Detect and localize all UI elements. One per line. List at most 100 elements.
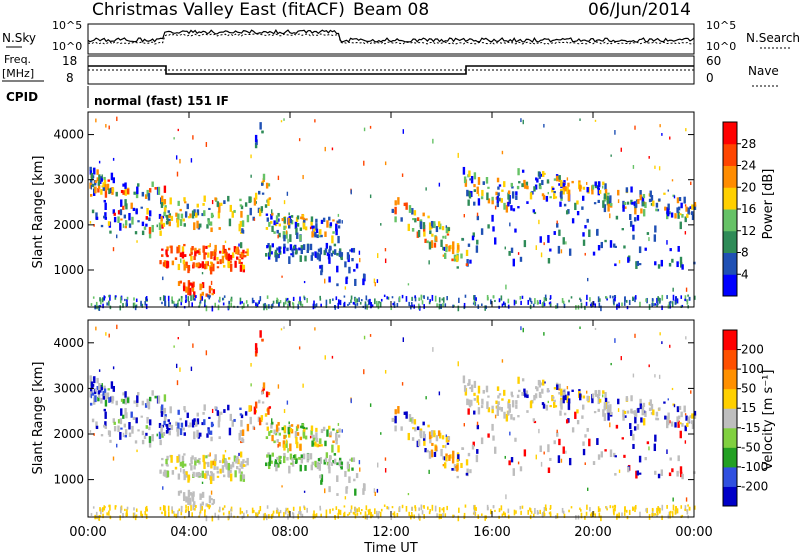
power-echo-936 [637,199,640,204]
power-echo-195 [171,260,175,266]
velocity-echo-229 [229,473,233,482]
velocity-echo-269 [180,422,184,428]
power-echo-500 [292,247,295,251]
velocity-echo-650 [462,375,466,384]
power-echo-78 [103,199,106,203]
power-ground-406 [230,302,233,308]
velocity-echo-682 [468,379,471,386]
power-echo-682 [468,170,471,177]
power-echo-201 [203,263,207,270]
power-ground-403 [95,301,98,308]
power-echo-915 [546,179,550,184]
power-echo-834 [562,187,565,195]
power-echo-881 [538,171,541,179]
power-echo-905 [631,201,634,205]
velocity-echo-279 [229,413,232,421]
velocity-echo-567 [452,450,455,459]
velocity-echo-674 [515,404,518,409]
power-ground-41 [329,298,331,304]
velocity-echo-451 [337,434,341,438]
velocity-noise-26 [363,369,365,375]
power-echo-384 [265,213,269,216]
time-tick-label-0: 00:00 [69,525,106,540]
power-ground-31 [122,303,124,308]
velocity-echo-120 [195,472,198,477]
power-echo-164 [239,254,242,258]
velocity-echo-524 [328,458,331,463]
velocity-echo-50 [103,424,106,428]
power-echo-680 [503,181,506,188]
power-echo-22 [148,226,152,234]
velocity-echo-533 [318,463,321,471]
power-echo-67 [97,187,100,193]
velocity-ground-363 [383,504,386,507]
velocity-echo-114 [100,384,103,391]
power-echo-662 [480,196,484,200]
power-echo-901 [683,196,686,204]
power-echo-342 [199,293,203,301]
velocity-noise-27 [685,336,687,340]
power-echo-832 [674,213,677,219]
power-echo-448 [322,217,326,222]
power-echo-360 [264,204,268,208]
power-echo-326 [212,289,216,294]
velocity-echo-425 [331,444,334,453]
nsearch-label: N.Search [746,31,800,45]
power-echo-158 [227,247,231,251]
velocity-noise-38 [594,327,597,330]
power-noise-128 [445,225,448,228]
velocity-noise-66 [331,355,334,359]
power-colorbar-label: Power [dB] [761,169,776,240]
velocity-echo-207 [222,474,226,478]
velocity-echo-296 [183,406,186,411]
power-ground-146 [262,303,265,307]
velocity-echo-251 [217,420,221,428]
power-echo-234 [166,261,170,268]
power-ground-400 [545,297,548,302]
power-echo-168 [212,263,215,272]
velocity-noise-74 [192,343,194,348]
velocity-echo-86 [107,388,110,391]
velocity-echo-22 [148,436,152,443]
power-echo-461 [329,222,333,227]
power-echo-123 [205,245,208,249]
velocity-noise-96 [402,337,405,343]
velocity-echo-170 [210,460,213,469]
velocity-noise-34 [457,361,459,367]
power-echo-848 [558,175,561,182]
power-echo-325 [177,281,181,287]
power-echo-369 [254,192,258,200]
power-echo-549 [345,277,348,285]
velocity-echo-46 [134,440,138,444]
power-ground-252 [184,300,187,303]
velocity-echo-224 [198,457,201,460]
power-echo-681 [476,186,479,195]
velocity-echo-233 [227,462,231,471]
power-echo-900 [558,183,561,186]
velocity-echo-41 [151,434,154,442]
power-echo-898 [597,181,601,188]
power-echo-884 [594,181,597,187]
power-ground-64 [442,297,445,300]
power-echo-256 [227,195,230,202]
power-echo-85 [148,217,151,222]
noise-tick-right-bottom: 10^0 [706,40,736,53]
velocity-echo-112 [108,397,111,403]
velocity-echo-564 [424,448,427,453]
velocity-echo-786 [538,391,542,398]
power-noise-57 [407,283,410,286]
velocity-echo-713 [632,443,635,449]
velocity-ground-197 [537,511,539,515]
velocity-echo-419 [283,428,286,433]
velocity-echo-697 [613,452,616,457]
power-echo-859 [623,201,627,206]
velocity-echo-174 [222,454,225,463]
velocity-noise-69 [617,408,620,412]
power-noise-124 [280,120,283,123]
velocity-echo-708 [510,457,514,463]
velocity-echo-741 [475,454,479,463]
velocity-echo-554 [336,493,339,496]
velocity-echo-367 [249,416,252,425]
power-echo-581 [430,240,434,249]
